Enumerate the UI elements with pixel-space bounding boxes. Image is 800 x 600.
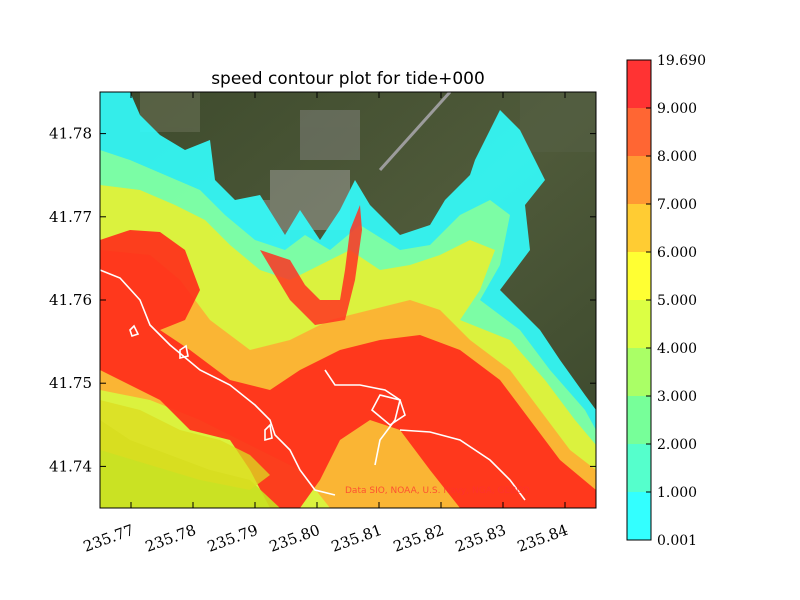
- y-tick-label: 41.74: [49, 457, 92, 475]
- x-tick-label: 235.78: [143, 521, 198, 556]
- x-tick-label: 235.83: [453, 521, 508, 556]
- speed-band-yellow-lower: [100, 400, 270, 490]
- colorbar-segment: [627, 156, 651, 204]
- colorbar-segment: [627, 60, 651, 108]
- colorbar-segment: [627, 348, 651, 396]
- colorbar-label: 4.000: [657, 341, 697, 357]
- colorbar: [626, 59, 652, 541]
- colorbar-segment: [627, 108, 651, 156]
- x-tick-label: 235.79: [205, 521, 260, 556]
- colorbar-label: 7.000: [657, 197, 697, 213]
- y-tick-label: 41.76: [49, 291, 92, 309]
- x-tick-label: 235.81: [329, 521, 384, 556]
- colorbar-segment: [627, 252, 651, 300]
- colorbar-segment: [627, 204, 651, 252]
- speed-band-red-channel: [260, 205, 362, 325]
- plot-area: Data SIO, NOAA, U.S. Navy, NGA, GEBCO: [100, 92, 596, 508]
- colorbar-label: 3.000: [657, 389, 697, 405]
- colorbar-segment: [627, 300, 651, 348]
- colorbar-segment: [627, 396, 651, 444]
- y-axis: 41.74 41.75 41.76 41.77 41.78: [49, 125, 596, 475]
- colorbar-label: 0.001: [657, 533, 697, 549]
- colorbar-labels: 0.001 1.000 2.000 3.000 4.000 5.000 6.000 7.000…: [646, 53, 706, 549]
- colorbar-label: 9.000: [657, 101, 697, 117]
- colorbar-segment: [627, 492, 651, 540]
- x-tick-label: 235.82: [391, 521, 446, 556]
- y-tick-label: 41.77: [49, 208, 92, 226]
- y-tick-label: 41.78: [49, 125, 92, 143]
- colorbar-label: 19.690: [657, 53, 706, 69]
- x-tick-label: 235.84: [515, 521, 570, 556]
- colorbar-label: 6.000: [657, 245, 697, 261]
- x-tick-label: 235.80: [267, 521, 322, 556]
- basemap-credit: Data SIO, NOAA, U.S. Navy, NGA, GEBCO: [345, 486, 530, 496]
- colorbar-label: 8.000: [657, 149, 697, 165]
- colorbar-segment: [627, 444, 651, 492]
- highway: [378, 92, 452, 172]
- shoreline-contours: [100, 269, 526, 501]
- colorbar-label: 1.000: [657, 485, 697, 501]
- speed-band-red-main: [100, 230, 596, 508]
- x-tick-label: 235.77: [81, 521, 136, 556]
- y-tick-label: 41.75: [49, 374, 92, 392]
- chart-title: speed contour plot for tide+000: [211, 69, 485, 89]
- colorbar-label: 2.000: [657, 437, 697, 453]
- colorbar-label: 5.000: [657, 293, 697, 309]
